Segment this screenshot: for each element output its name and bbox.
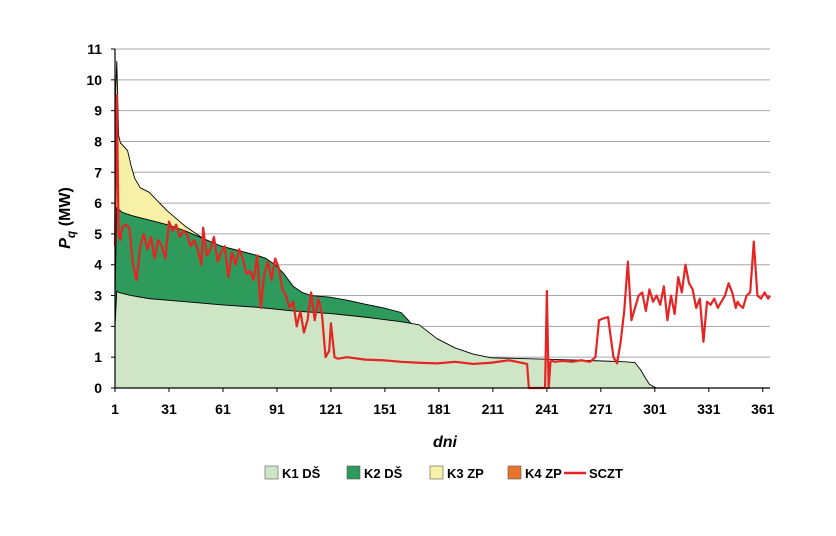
x-tick-301: 301 [643, 401, 667, 417]
x-tick-331: 331 [697, 401, 721, 417]
y-tick-6: 6 [94, 195, 102, 211]
legend-swatch-k1-dš [264, 465, 279, 480]
legend-label-sczt: SCZT [589, 466, 623, 481]
x-tick-labels: 1 31 61 91 121 151 181 211 241 271 301 331 361 [111, 401, 775, 417]
line-series [113, 94, 771, 390]
x-tick-91: 91 [269, 401, 285, 417]
legend: K1 DŠ K2 DŠ K3 ZP K4 ZP SCZT [264, 465, 623, 481]
y-tick-7: 7 [94, 164, 102, 180]
y-tick-2: 2 [94, 318, 102, 334]
y-axis-label: Pq (MW) [57, 187, 78, 249]
y-tick-4: 4 [94, 257, 102, 273]
x-tick-361: 361 [751, 401, 775, 417]
y-axis-label-unit: (MW) [57, 187, 74, 231]
x-tick-241: 241 [535, 401, 559, 417]
legend-label-k3-zp: K3 ZP [447, 466, 484, 481]
y-tick-3: 3 [94, 288, 102, 304]
y-tick-9: 9 [94, 103, 102, 119]
y-tick-5: 5 [94, 226, 102, 242]
x-tick-211: 211 [482, 401, 505, 417]
x-tick-271: 271 [589, 401, 613, 417]
legend-label-k2-dš: K2 DŠ [364, 466, 403, 481]
y-tick-0: 0 [94, 380, 102, 396]
x-tick-151: 151 [373, 401, 397, 417]
y-tick-labels: 0 1 2 3 4 5 6 7 8 9 10 11 [86, 41, 102, 396]
legend-swatch-k3-zp [429, 465, 444, 480]
y-tick-1: 1 [94, 349, 102, 365]
axes [111, 48, 770, 392]
line-sczt [113, 94, 771, 390]
x-axis-label: dni [433, 434, 458, 451]
legend-swatch-k2-dš [346, 465, 361, 480]
y-axis-label-symbol: P [57, 238, 74, 249]
x-tick-61: 61 [215, 401, 231, 417]
x-tick-121: 121 [319, 401, 343, 417]
y-tick-10: 10 [86, 72, 102, 88]
y-tick-11: 11 [87, 41, 102, 57]
x-tick-181: 181 [427, 401, 451, 417]
legend-label-k1-dš: K1 DŠ [282, 466, 321, 481]
area-k1-dš [114, 290, 658, 389]
x-tick-31: 31 [161, 401, 177, 417]
y-tick-8: 8 [94, 133, 102, 149]
legend-swatch-k4-zp [507, 465, 522, 480]
y-axis-label-subscript: q [64, 230, 78, 238]
legend-label-k4-zp: K4 ZP [525, 466, 562, 481]
x-tick-1: 1 [111, 401, 119, 417]
